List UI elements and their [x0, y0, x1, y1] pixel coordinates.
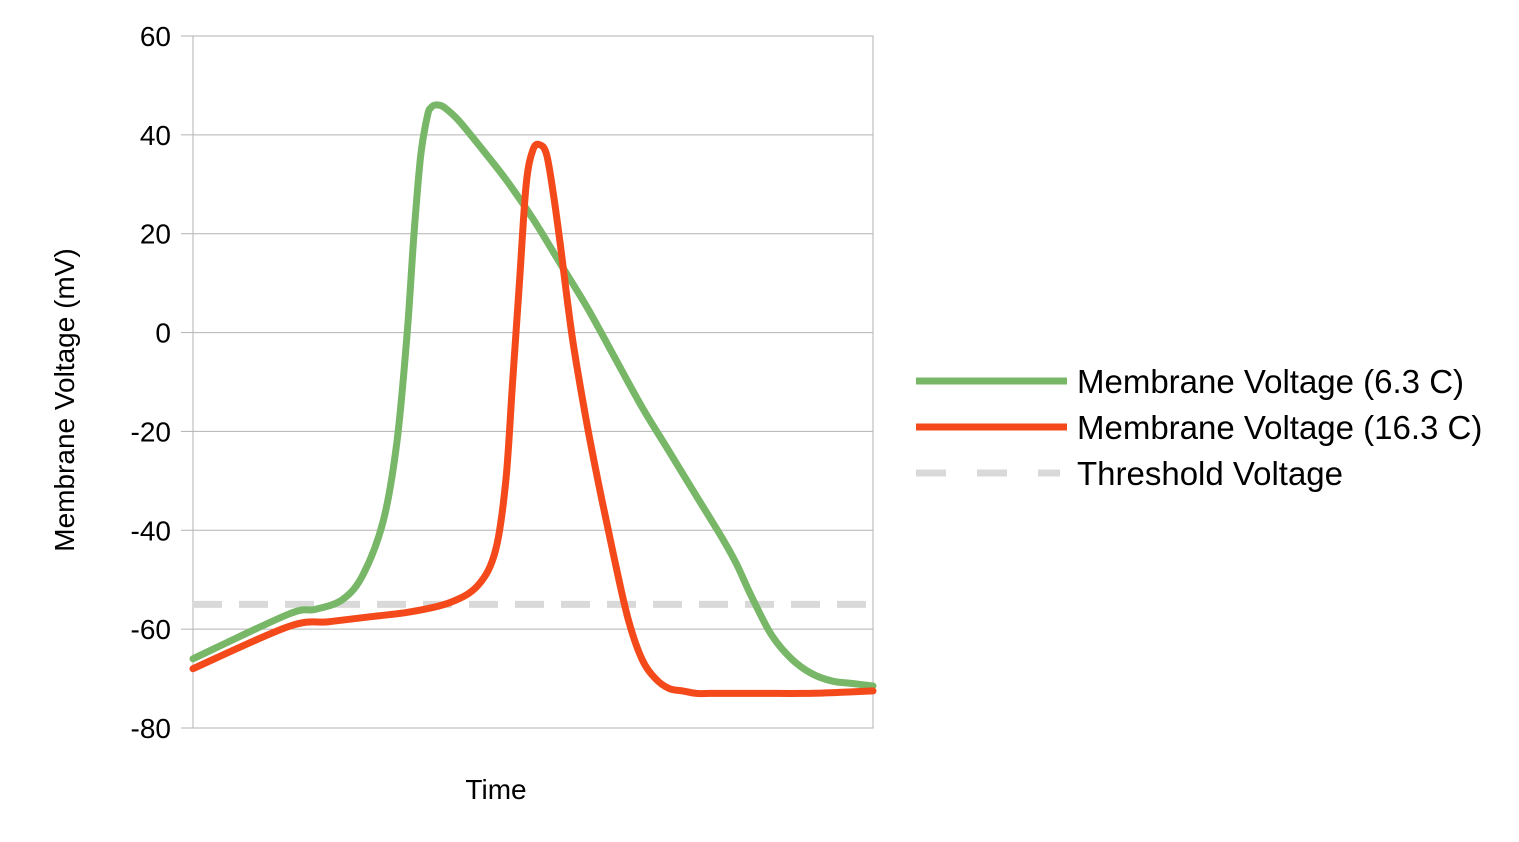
x-axis-title: Time	[465, 774, 526, 805]
legend-label: Membrane Voltage (16.3 C)	[1077, 409, 1482, 446]
legend-label: Threshold Voltage	[1077, 455, 1343, 492]
y-tick-label: -20	[131, 416, 171, 447]
series-lines	[189, 101, 877, 698]
y-tick-label: 60	[140, 21, 171, 52]
y-tick-label: -80	[131, 713, 171, 744]
y-tick-label: 20	[140, 219, 171, 250]
legend-label: Membrane Voltage (6.3 C)	[1077, 363, 1464, 400]
y-tick-label: -40	[131, 515, 171, 546]
y-axis-title: Membrane Voltage (mV)	[49, 248, 80, 551]
y-tick-label: -60	[131, 614, 171, 645]
plot-area-frame	[192, 35, 874, 729]
series-line-2	[189, 140, 877, 698]
legend-item-2: Membrane Voltage (16.3 C)	[916, 409, 1482, 446]
legend: Membrane Voltage (6.3 C) Membrane Voltage…	[916, 363, 1482, 492]
y-tick-label: 40	[140, 120, 171, 151]
y-tick-label: 0	[155, 318, 171, 349]
y-tick-labels: 60 40 20 0 -20 -40 -60 -80	[131, 21, 171, 744]
series-line-1	[189, 101, 877, 690]
legend-item-1: Membrane Voltage (6.3 C)	[916, 363, 1464, 400]
legend-item-3: Threshold Voltage	[916, 455, 1343, 492]
